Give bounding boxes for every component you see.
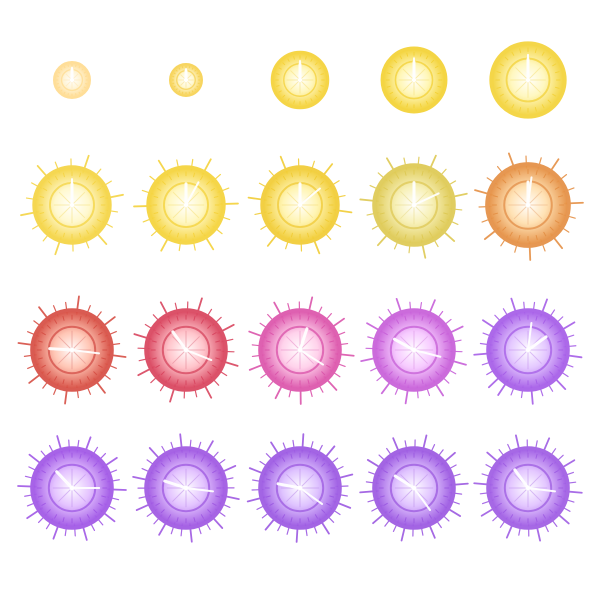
clock-frame-18 <box>246 433 354 543</box>
clock-center-dot <box>297 202 303 208</box>
clock-inner-ring <box>503 463 553 513</box>
clock-ticks <box>378 314 450 386</box>
clock-center-dot <box>183 485 189 491</box>
minute-hand <box>527 487 556 493</box>
clock-frame-15 <box>473 297 583 405</box>
clock-ticks <box>378 169 450 241</box>
clock-inner-ring <box>161 325 211 375</box>
clock-center-dot <box>184 78 188 82</box>
minute-hand <box>185 349 213 362</box>
clock-spokes <box>166 330 206 370</box>
clock-ticks <box>150 314 222 386</box>
clock-center-dot <box>183 347 189 353</box>
hour-hand <box>513 468 530 490</box>
clock-ticks <box>266 171 334 239</box>
hour-hand <box>163 479 188 490</box>
clock-inner-ring <box>389 463 439 513</box>
clock-center-dot <box>525 485 531 491</box>
clock-frame-3 <box>270 50 330 110</box>
clock-ticks <box>38 171 106 239</box>
clock-center-dot <box>525 202 531 208</box>
minute-hand <box>299 349 324 366</box>
clock-inner-ring <box>47 325 97 375</box>
clock-frame-12 <box>133 297 239 403</box>
clock-spokes <box>508 185 548 225</box>
clock-ticks <box>152 171 220 239</box>
clock-ticks <box>171 65 201 95</box>
clock-frame-8 <box>247 155 353 255</box>
clock-spokes <box>52 330 92 370</box>
minute-hand <box>527 176 533 206</box>
clock-frame-5 <box>489 41 567 119</box>
clock-center-dot <box>411 202 417 208</box>
hour-hand <box>526 335 548 352</box>
clock-ticks <box>36 314 108 386</box>
clock-ticks <box>492 452 564 524</box>
clock-ticks <box>495 47 561 113</box>
clock-center-dot <box>411 485 417 491</box>
hour-hand <box>48 347 74 352</box>
clock-center-dot <box>411 347 417 353</box>
hour-hand <box>392 337 416 352</box>
clock-ticks <box>264 452 336 524</box>
clock-ticks <box>264 314 336 386</box>
clock-center-dot <box>69 202 75 208</box>
clock-frame-4 <box>380 46 448 114</box>
clock-ticks <box>275 55 325 105</box>
clock-inner-ring <box>389 325 439 375</box>
minute-hand <box>185 487 214 493</box>
hour-hand <box>298 327 309 352</box>
clock-center-dot <box>412 78 416 82</box>
clock-center-dot <box>525 77 531 83</box>
clock-center-dot <box>525 347 531 353</box>
clock-center-dot <box>183 202 189 208</box>
clock-spokes <box>394 468 434 508</box>
clock-ticks <box>36 452 108 524</box>
clock-frame-19 <box>359 434 469 542</box>
clock-ticks <box>385 51 443 109</box>
clock-frame-7 <box>133 158 239 252</box>
clock-frame-14 <box>360 297 467 405</box>
clock-frame-17 <box>132 433 240 543</box>
clock-center-dot <box>69 347 75 353</box>
clock-ticks <box>492 314 564 386</box>
clock-frame-9 <box>359 154 468 259</box>
clock-frame-2 <box>169 63 203 97</box>
clock-inner-ring <box>161 463 211 513</box>
minute-hand <box>413 192 440 206</box>
clock-ticks <box>56 64 88 96</box>
clock-inner-ring <box>275 325 325 375</box>
clock-center-dot <box>298 78 302 82</box>
clock-center-dot <box>297 485 303 491</box>
hour-hand <box>55 470 74 490</box>
clock-ticks <box>378 452 450 524</box>
clock-frame-16 <box>17 435 127 541</box>
hour-hand <box>171 330 188 352</box>
clock-frame-1 <box>53 61 91 99</box>
clock-center-dot <box>69 485 75 491</box>
clock-inner-ring <box>275 463 325 513</box>
clock-frame-20 <box>473 434 583 542</box>
hour-hand <box>393 474 416 490</box>
clock-frame-6 <box>20 154 124 256</box>
minute-hand <box>185 181 200 206</box>
hour-hand <box>276 482 302 490</box>
minute-hand <box>71 349 100 355</box>
clock-frame-13 <box>248 296 355 405</box>
clock-frame-10 <box>474 152 584 261</box>
minute-hand <box>527 322 533 351</box>
clock-frame-11 <box>17 295 127 405</box>
clock-center-dot <box>70 78 74 82</box>
minute-hand <box>299 487 324 505</box>
clock-ticks <box>491 168 565 242</box>
minute-hand <box>413 349 442 358</box>
clock-ticks <box>150 452 222 524</box>
clock-inner-ring <box>503 325 553 375</box>
clock-center-dot <box>297 347 303 353</box>
minute-hand <box>299 187 321 206</box>
clock-spokes <box>286 66 314 94</box>
minute-hand <box>413 487 431 512</box>
